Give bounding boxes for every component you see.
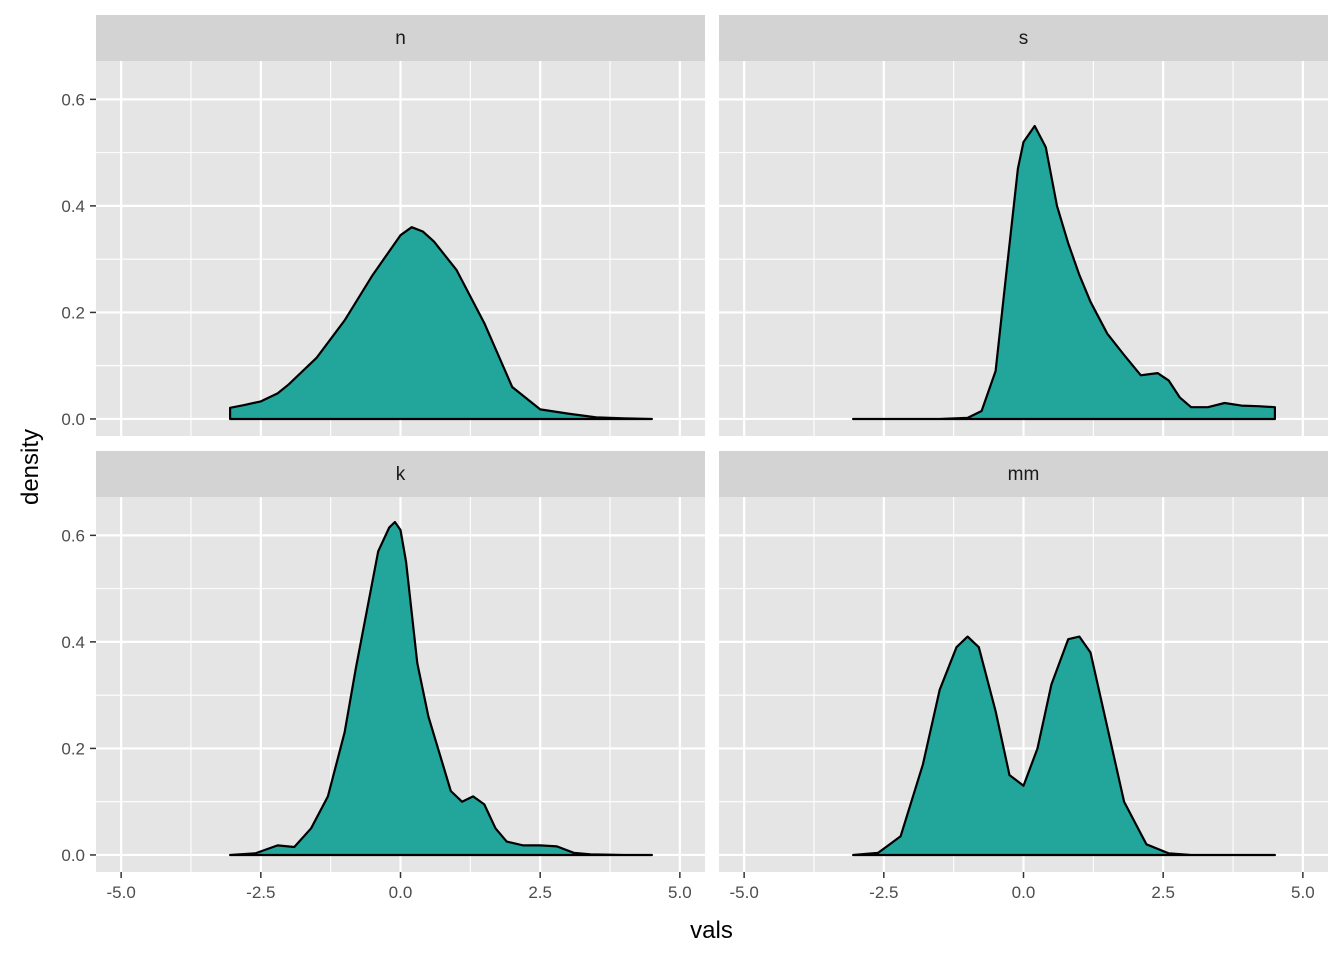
y-tick-label: 0.6: [61, 526, 85, 545]
facet-panel-n: n 0.0 0.2 0.4 0.6: [61, 15, 705, 436]
y-tick-label: 0.6: [61, 90, 85, 109]
facet-strip-label: k: [396, 464, 406, 485]
x-tick-label: 5.0: [668, 883, 692, 902]
facet-panel-k: k 0.0 0.2 0.4 0.6 -5.0 -2.5 0.0 2.5 5.0: [61, 451, 705, 902]
x-tick-label: 2.5: [528, 883, 552, 902]
x-tick-label: -2.5: [869, 883, 898, 902]
y-tick-label: 0.4: [61, 197, 85, 216]
y-tick-label: 0.0: [61, 410, 85, 429]
density-area-s: [852, 124, 1276, 421]
density-area-n: [229, 226, 653, 421]
density-area-k: [229, 520, 653, 857]
x-axis-title: vals: [690, 917, 733, 944]
y-tick-label: 0.0: [61, 846, 85, 865]
x-tick-label: -5.0: [106, 883, 135, 902]
x-tick-label: 0.0: [1012, 883, 1036, 902]
x-tick-label: 5.0: [1291, 883, 1315, 902]
x-tick-label: 0.0: [389, 883, 413, 902]
facet-strip: [719, 451, 1328, 497]
x-tick-label: -2.5: [246, 883, 275, 902]
y-tick-label: 0.4: [61, 633, 85, 652]
facet-strip-label: s: [1019, 28, 1029, 49]
facet-strip-label: n: [395, 28, 406, 49]
x-tick-label: -5.0: [729, 883, 758, 902]
facet-panel-s: s: [719, 15, 1328, 436]
panels-layer: n 0.0 0.2 0.4 0.6 s k 0.0 0.2 0.4 0.6 -5.0 -2.5 0.0 2.…: [61, 15, 1328, 902]
x-tick-label: 2.5: [1151, 883, 1175, 902]
facet-strip-label: mm: [1008, 464, 1040, 485]
facet-strip: [719, 15, 1328, 61]
y-axis-title: density: [17, 429, 44, 505]
y-tick-label: 0.2: [61, 303, 85, 322]
facet-panel-mm: mm -5.0 -2.5 0.0 2.5 5.0: [719, 451, 1328, 902]
density-area-mm: [852, 635, 1276, 857]
facet-strip: [96, 451, 705, 497]
y-tick-label: 0.2: [61, 739, 85, 758]
facet-strip: [96, 15, 705, 61]
